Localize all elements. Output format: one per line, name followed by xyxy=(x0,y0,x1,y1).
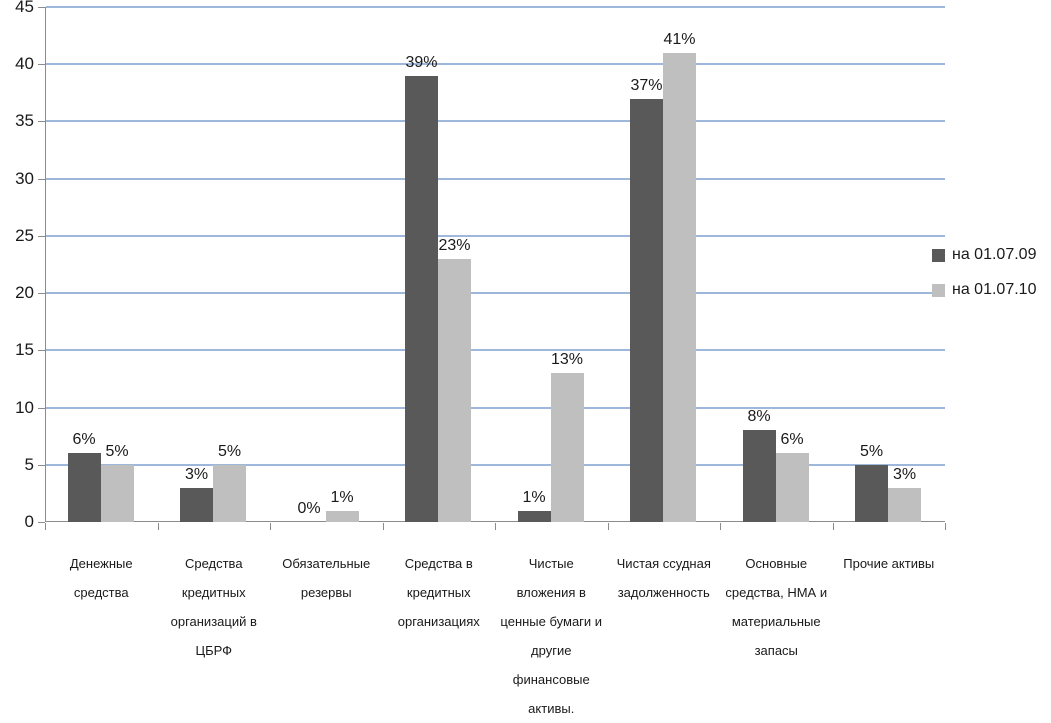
legend-swatch xyxy=(932,248,945,262)
bar-value-label: 5% xyxy=(105,442,129,460)
x-axis-tick xyxy=(720,523,721,530)
category-label: Чистая ссудная задолженность xyxy=(616,556,711,600)
bar-series1-cat7 xyxy=(742,430,776,522)
y-axis-tick xyxy=(38,522,45,523)
bar-value-label: 5% xyxy=(217,442,242,460)
category-label: Основные средства, НМА и материальные запас… xyxy=(725,556,828,658)
legend-label: на 01.07.10 xyxy=(952,281,1037,298)
y-axis-tick xyxy=(38,121,45,123)
y-axis-tick xyxy=(38,178,45,180)
gridline xyxy=(46,349,945,352)
x-axis-tick xyxy=(945,523,946,530)
bar-series1-cat5 xyxy=(517,510,551,522)
y-axis-tick xyxy=(38,464,45,466)
plot-area: 6% 3% 0% 39% 1% 37% 8% 5% 5% 5% 1% 23% 13% 41% 6% 3% xyxy=(45,6,945,522)
bar-series2-cat3 xyxy=(325,510,359,522)
bar-series2-cat5 xyxy=(550,373,584,522)
category-label: Чистые вложения в ценные бумаги и другие фин… xyxy=(500,556,603,716)
category-label: Средства кредитных организаций в ЦБРФ xyxy=(170,556,257,658)
bar-series1-cat1 xyxy=(67,453,101,522)
bar-value-label: 5% xyxy=(859,442,884,460)
category-label: Обязательные резервы xyxy=(282,556,371,600)
bar-series1-cat4 xyxy=(405,75,438,522)
y-axis-tick-label: 20 xyxy=(15,283,34,303)
bar-series2-cat7 xyxy=(775,453,809,522)
bar-value-label: 23% xyxy=(438,236,471,254)
x-axis-tick xyxy=(382,523,384,530)
y-axis-tick-label: 0 xyxy=(24,512,34,531)
bar-series2-cat6 xyxy=(663,52,696,522)
bar-value-label: 6% xyxy=(780,431,804,449)
gridline xyxy=(46,6,945,8)
x-axis-tick xyxy=(45,523,46,530)
bar-series2-cat2 xyxy=(213,464,246,522)
gridline xyxy=(46,177,945,180)
bar-series2-cat1 xyxy=(100,464,134,522)
bar-value-label: 13% xyxy=(550,351,584,369)
gridline xyxy=(46,406,945,409)
bar-value-label: 37% xyxy=(630,76,663,94)
legend-item: на 01.07.10 xyxy=(932,280,1036,300)
bar-value-label: 39% xyxy=(405,53,438,71)
bar-value-label: 8% xyxy=(747,408,771,426)
bar-value-label: 1% xyxy=(330,488,354,506)
x-axis-tick xyxy=(495,523,496,530)
y-axis-tick-label: 25 xyxy=(15,225,34,245)
x-axis-tick xyxy=(270,523,271,530)
legend-swatch xyxy=(932,283,945,297)
y-axis-tick-label: 35 xyxy=(15,111,34,131)
x-axis-tick xyxy=(832,523,834,530)
legend: на 01.07.09 на 01.07.10 xyxy=(932,245,1036,315)
bar-value-label: 41% xyxy=(663,30,696,48)
legend-label: на 01.07.09 xyxy=(952,246,1037,263)
gridline xyxy=(46,463,945,466)
y-axis-tick xyxy=(38,7,45,8)
y-axis-tick xyxy=(38,350,45,352)
bar-value-label: 3% xyxy=(892,465,917,483)
category-label: Прочие активы xyxy=(843,556,935,571)
gridline xyxy=(46,120,945,123)
y-axis-tick-label: 10 xyxy=(15,397,34,417)
bar-series2-cat4 xyxy=(438,258,471,522)
y-axis-tick-label: 40 xyxy=(15,54,34,74)
x-axis-tick xyxy=(157,523,159,530)
y-axis-tick-label: 45 xyxy=(15,0,34,16)
gridline xyxy=(46,63,945,66)
legend-item: на 01.07.09 xyxy=(932,245,1036,265)
gridline xyxy=(46,234,945,237)
bar-series2-cat8 xyxy=(888,487,921,522)
y-axis-tick xyxy=(38,293,45,295)
y-axis-tick xyxy=(38,235,45,237)
bar-value-label: 6% xyxy=(72,431,96,449)
bar-value-label: 0% xyxy=(297,500,321,517)
bar-value-label: 3% xyxy=(184,465,209,483)
bar-value-label: 1% xyxy=(522,488,546,506)
x-axis-tick xyxy=(607,523,609,530)
y-axis-tick-label: 5 xyxy=(24,454,34,474)
y-axis-tick xyxy=(38,407,45,409)
y-axis-tick-label: 15 xyxy=(15,340,34,360)
y-axis-tick xyxy=(38,64,45,66)
bar-series1-cat8 xyxy=(855,464,888,522)
y-axis-tick-label: 30 xyxy=(15,168,34,188)
bar-series1-cat2 xyxy=(180,487,213,522)
category-label: Денежные средства xyxy=(69,556,133,600)
category-label: Средства в кредитных организациях xyxy=(397,556,480,629)
bar-series1-cat6 xyxy=(630,98,663,522)
gridline xyxy=(46,292,945,295)
